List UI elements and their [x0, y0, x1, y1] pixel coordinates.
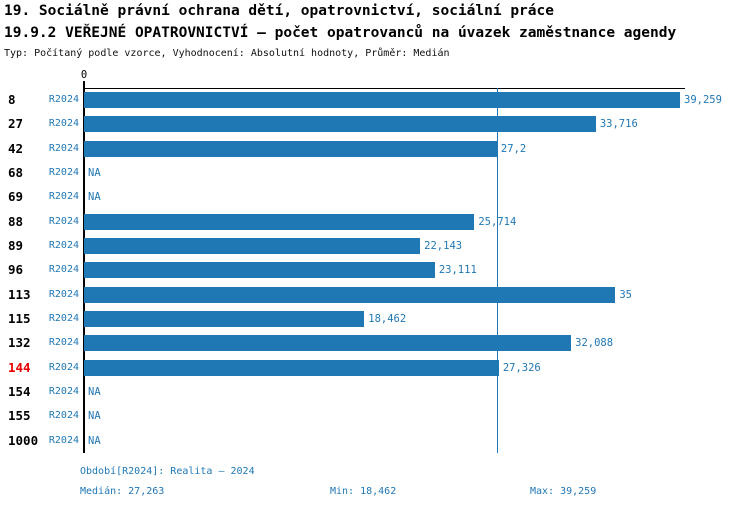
row-id-label: 69 — [8, 189, 24, 205]
na-label: NA — [88, 166, 101, 179]
row-period-label: R2024 — [48, 239, 79, 251]
row-id-label: 115 — [8, 310, 31, 326]
bar — [84, 262, 435, 279]
row-period-label: R2024 — [48, 215, 79, 227]
row-id-label: 155 — [8, 408, 31, 424]
footer-median: Medián: 27,263 — [80, 486, 165, 497]
row-id-label: 88 — [8, 213, 24, 229]
bar — [84, 213, 475, 230]
na-label: NA — [88, 434, 101, 447]
row-period-label: R2024 — [48, 337, 79, 349]
page-title: 19. Sociálně právní ochrana dětí, opatro… — [4, 3, 554, 19]
bar-chart: 0 8 R2024 39,259 27 R2024 33,716 42 R2024 27,2 68… — [0, 69, 750, 453]
bar — [84, 140, 497, 157]
chart-row: 154 R2024 NA — [0, 380, 750, 404]
row-period-label: R2024 — [48, 264, 79, 276]
bar — [84, 92, 680, 108]
row-id-label: 1000 — [8, 432, 39, 448]
bar-value-label: 33,716 — [599, 118, 638, 131]
chart-row: 69 R2024 NA — [0, 185, 750, 209]
chart-row: 96 R2024 23,111 — [0, 258, 750, 282]
row-period-label: R2024 — [48, 191, 79, 203]
x-axis-zero-tick-label: 0 — [80, 69, 88, 81]
x-axis-line — [84, 88, 685, 89]
row-id-label: 68 — [8, 164, 24, 180]
bar-value-label: 22,143 — [424, 239, 463, 252]
bar-value-label: 25,714 — [478, 215, 517, 228]
row-period-label: R2024 — [48, 312, 79, 324]
chart-row: 27 R2024 33,716 — [0, 112, 750, 136]
bar — [84, 237, 421, 254]
chart-row: 42 R2024 27,2 — [0, 137, 750, 161]
bar-value-label: 27,326 — [502, 361, 541, 374]
bar-value-label: 18,462 — [368, 312, 407, 325]
na-label: NA — [88, 191, 101, 204]
footer-max: Max: 39,259 — [530, 486, 597, 497]
row-period-label: R2024 — [48, 385, 79, 397]
median-reference-line — [497, 88, 498, 453]
bar-value-label: 39,259 — [684, 94, 722, 106]
row-id-label: 96 — [8, 262, 24, 278]
chart-row: 8 R2024 39,259 — [0, 88, 750, 112]
row-id-label: 132 — [8, 335, 31, 351]
row-period-label: R2024 — [48, 361, 79, 373]
row-period-label: R2024 — [48, 118, 79, 130]
row-period-label: R2024 — [48, 166, 79, 178]
chart-subtitle: Typ: Počítaný podle vzorce, Vyhodnocení:… — [4, 48, 450, 59]
bar-value-label: 35 — [619, 288, 632, 301]
chart-row: 113 R2024 35 — [0, 283, 750, 307]
row-period-label: R2024 — [48, 434, 79, 446]
row-id-label: 154 — [8, 383, 31, 399]
bar — [84, 116, 596, 133]
row-period-label: R2024 — [48, 142, 79, 154]
row-period-label: R2024 — [48, 288, 79, 300]
bar-value-label: 32,088 — [575, 337, 614, 350]
na-label: NA — [88, 385, 101, 398]
chart-row: 132 R2024 32,088 — [0, 331, 750, 355]
row-id-label: 113 — [8, 286, 31, 302]
chart-row: 88 R2024 25,714 — [0, 210, 750, 234]
bar — [84, 335, 572, 352]
na-label: NA — [88, 410, 101, 423]
footer-period: Období[R2024]: Realita – 2024 — [80, 466, 255, 477]
chart-row: 1000 R2024 NA — [0, 429, 750, 453]
footer-min: Min: 18,462 — [330, 486, 397, 497]
row-id-label: 42 — [8, 140, 24, 156]
bar-value-label: 27,2 — [500, 142, 527, 155]
bar — [84, 359, 499, 376]
row-id-label: 89 — [8, 237, 24, 253]
row-id-label: 144 — [8, 359, 31, 375]
bar-value-label: 23,111 — [438, 264, 477, 277]
row-period-label: R2024 — [48, 94, 79, 105]
bar — [84, 310, 365, 327]
row-id-label: 8 — [8, 92, 16, 107]
row-period-label: R2024 — [48, 410, 79, 422]
chart-row: 68 R2024 NA — [0, 161, 750, 185]
bar — [84, 286, 616, 303]
chart-row: 89 R2024 22,143 — [0, 234, 750, 258]
row-id-label: 27 — [8, 116, 24, 132]
chart-title: 19.9.2 VEŘEJNÉ OPATROVNICTVÍ – počet opa… — [4, 25, 677, 41]
chart-row: 144 R2024 27,326 — [0, 356, 750, 380]
chart-row: 155 R2024 NA — [0, 404, 750, 428]
chart-row: 115 R2024 18,462 — [0, 307, 750, 331]
